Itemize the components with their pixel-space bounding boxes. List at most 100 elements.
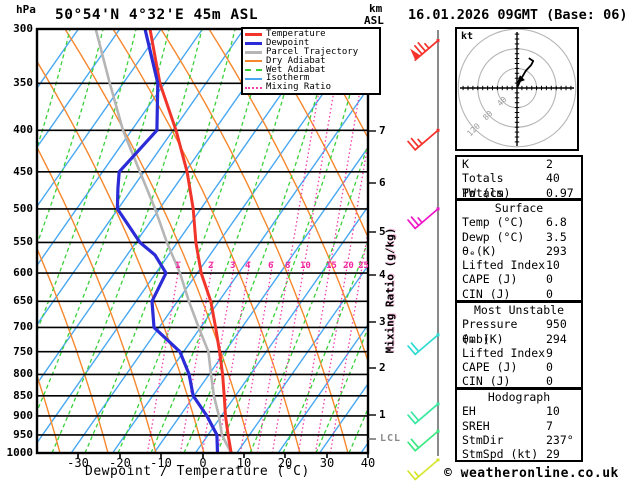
table-row-value: 294 [546,331,567,346]
legend-swatch-solid-thick [245,32,262,36]
temp-tick-label: -30 [67,456,89,470]
legend-label: Mixing Ratio [266,82,332,93]
datetime-label: 16.01.2026 09GMT (Base: 06) [408,7,628,23]
table-row: Lifted Index 9 [457,346,581,360]
pressure-tick-label: 600 [13,266,33,280]
legend-swatch-solid-thick [245,41,262,45]
table-row-label: CAPE (J) [462,360,518,375]
table-row-label: CIN (J) [462,286,511,301]
temp-tick-label: -20 [109,456,131,470]
hodograph-table: Hodograph EH 10 SREH 7 StmDir 237° StmSpd (kt) 2… [455,388,583,462]
legend-label: Dry Adiabat [266,55,326,66]
legend-swatch-solid-thin [245,60,262,63]
wind-barb [407,333,440,356]
table-row-value: 293 [546,243,567,258]
temp-tick-label: -10 [150,456,172,470]
wind-barb [407,458,440,481]
pressure-tick-label: 550 [13,235,33,249]
trace-temperature [148,29,233,453]
mixing-ratio-tick-label: 6 [268,261,274,271]
table-row: θₑ (K) 294 [457,332,581,346]
table-row-value: 950 [546,317,567,332]
indices-summary-table: K 2 Totals Totals 40 PW (cm) 0.97 [455,155,583,200]
table-row-label: CAPE (J) [462,272,518,287]
legend-item: Wet Adiabat [245,65,377,75]
mixing-ratio-tick-label: 20 [343,261,354,271]
legend-label: Dewpoint [266,37,310,48]
lcl-label: LCL [380,433,402,444]
legend-label: Isotherm [266,73,310,84]
legend-item: Isotherm [245,74,377,83]
pressure-tick-label: 800 [13,367,33,381]
table-row: EH 10 [457,404,581,418]
altitude-unit-label: km [369,2,383,15]
mixing-ratio-tick-label: 15 [326,261,337,271]
table-row: Lifted Index 10 [457,258,581,272]
table-row: CIN (J) 0 [457,374,581,388]
trace-dewpoint [115,29,220,453]
most-unstable-table: Most Unstable Pressure (mb) 950 θₑ (K) 294 Li… [455,301,583,389]
mixing-ratio-tick-label: 25 [358,261,369,271]
wind-barb [410,39,440,61]
table-row: Dewp (°C) 3.5 [457,230,581,244]
legend: Temperature Dewpoint Parcel Trajectory Dry … [241,27,381,95]
table-row-label: Lifted Index [462,345,546,360]
pressure-tick-label: 1000 [6,446,34,459]
trace-parcel-trajectory [94,29,233,453]
mixing-ratio-tick-label: 1 [175,261,181,271]
km-tick-label: 4 [379,268,386,281]
mixing-ratio-tick-label: 4 [245,261,251,271]
table-row-value: 0 [546,286,553,301]
km-tick-label: 3 [379,315,386,328]
temp-axis-label: Dewpoint / Temperature (°C) [85,464,310,479]
hodograph-unit-label: kt [461,31,474,42]
table-header: Hodograph [487,390,551,404]
mixing-axis-label: Mixing Ratio (g/kg) [383,227,397,354]
pressure-tick-label: 950 [13,427,33,441]
legend-label: Parcel Trajectory [266,46,359,57]
table-row-label: Dewp (°C) [462,229,525,244]
km-tick-label: 5 [379,225,386,238]
legend-swatch-solid-thin [245,77,262,80]
table-row-value: 3.5 [546,229,567,244]
table-row-value: 40 [546,171,560,186]
wind-barb [407,429,440,452]
km-tick-label: 6 [379,176,386,189]
temp-tick-label: 0 [199,456,207,470]
legend-swatch-dashed [245,69,262,71]
wind-barb [407,402,440,425]
mixing-ratio-tick-label: 10 [300,261,311,271]
table-row: CAPE (J) 0 [457,272,581,286]
table-row-label: SREH [462,418,490,433]
table-row-label: K [462,157,469,171]
table-row-label: Lifted Index [462,258,546,273]
legend-item: Temperature [245,30,377,39]
pressure-tick-label: 700 [13,320,33,334]
legend-swatch-dotted [245,86,262,89]
table-row-value: 0 [546,272,553,287]
table-row-value: 29 [546,447,560,462]
table-row-label: StmDir [462,432,504,447]
pressure-unit-label: hPa [16,3,36,16]
pressure-tick-label: 900 [13,408,33,422]
legend-item: Dry Adiabat [245,55,377,66]
km-tick-label: 7 [379,124,386,137]
temp-tick-label: 40 [360,456,376,470]
table-row: Totals Totals 40 [457,171,581,199]
table-row-label: PW (cm) [462,185,511,200]
table-row: SREH 7 [457,419,581,433]
table-header: Most Unstable [473,303,564,317]
pressure-tick-label: 400 [13,123,33,137]
temp-tick-label: 10 [236,456,252,470]
table-row-label: CIN (J) [462,374,511,389]
table-row: PW (cm) 0.97 [457,186,581,200]
table-row-label: θₑ(K) [462,243,497,258]
wind-barb-column [407,30,440,481]
km-tick-label: 2 [379,361,386,374]
table-row-label: Temp (°C) [462,215,525,230]
credit-footer: © weatheronline.co.uk [444,466,619,481]
temp-tick-label: 20 [277,456,293,470]
legend-item: Dewpoint [245,37,377,48]
